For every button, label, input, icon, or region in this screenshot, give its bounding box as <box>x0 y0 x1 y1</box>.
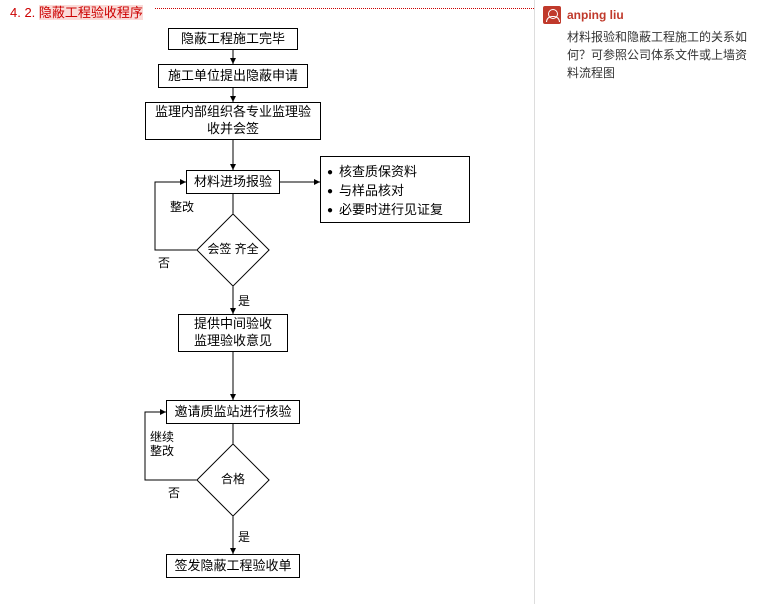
label-yes-1: 是 <box>238 294 250 308</box>
section-title-text: 隐蔽工程验收程序 <box>39 5 143 20</box>
node-invite-station: 邀请质监站进行核验 <box>166 400 300 424</box>
side-bullets: 核查质保资料 与样品核对 必要时进行见证复 <box>320 156 470 223</box>
node-internal-review: 监理内部组织各专业监理验收并会签 <box>145 102 321 140</box>
comment-leader-line <box>155 8 534 9</box>
label-no-2: 否 <box>168 486 180 500</box>
node-issue-cert: 签发隐蔽工程验收单 <box>166 554 300 578</box>
comment-author: anping liu <box>567 8 624 22</box>
label-no-1: 否 <box>158 256 170 270</box>
node-mid-accept: 提供中间验收 监理验收意见 <box>178 314 288 352</box>
decision-pass: 合格 <box>207 454 259 506</box>
node-start: 隐蔽工程施工完毕 <box>168 28 298 50</box>
decision-sign-complete: 会签 齐全 <box>207 224 259 276</box>
label-rectify-1: 整改 <box>170 200 194 214</box>
node-apply: 施工单位提出隐蔽申请 <box>158 64 308 88</box>
section-number: 4. 2. <box>10 5 35 20</box>
label-rectify-2: 继续 整改 <box>150 430 174 459</box>
section-heading: 4. 2. 隐蔽工程验收程序 <box>10 2 143 21</box>
node-material-check: 材料进场报验 <box>186 170 280 194</box>
label-yes-2: 是 <box>238 530 250 544</box>
page-root: 4. 2. 隐蔽工程验收程序 <box>0 0 760 604</box>
bullet-1: 核查质保资料 <box>327 161 461 180</box>
bullet-2: 与样品核对 <box>327 180 461 199</box>
bullet-3: 必要时进行见证复 <box>327 199 461 218</box>
avatar-icon <box>543 6 561 24</box>
comment-header[interactable]: anping liu <box>543 6 752 24</box>
document-area: 4. 2. 隐蔽工程验收程序 <box>0 0 535 604</box>
comment-body: 材料报验和隐蔽工程施工的关系如何？可参照公司体系文件或上墙资料流程图 <box>567 28 752 82</box>
comment-panel: anping liu 材料报验和隐蔽工程施工的关系如何？可参照公司体系文件或上墙… <box>535 0 760 604</box>
flow-arrows <box>0 0 535 604</box>
